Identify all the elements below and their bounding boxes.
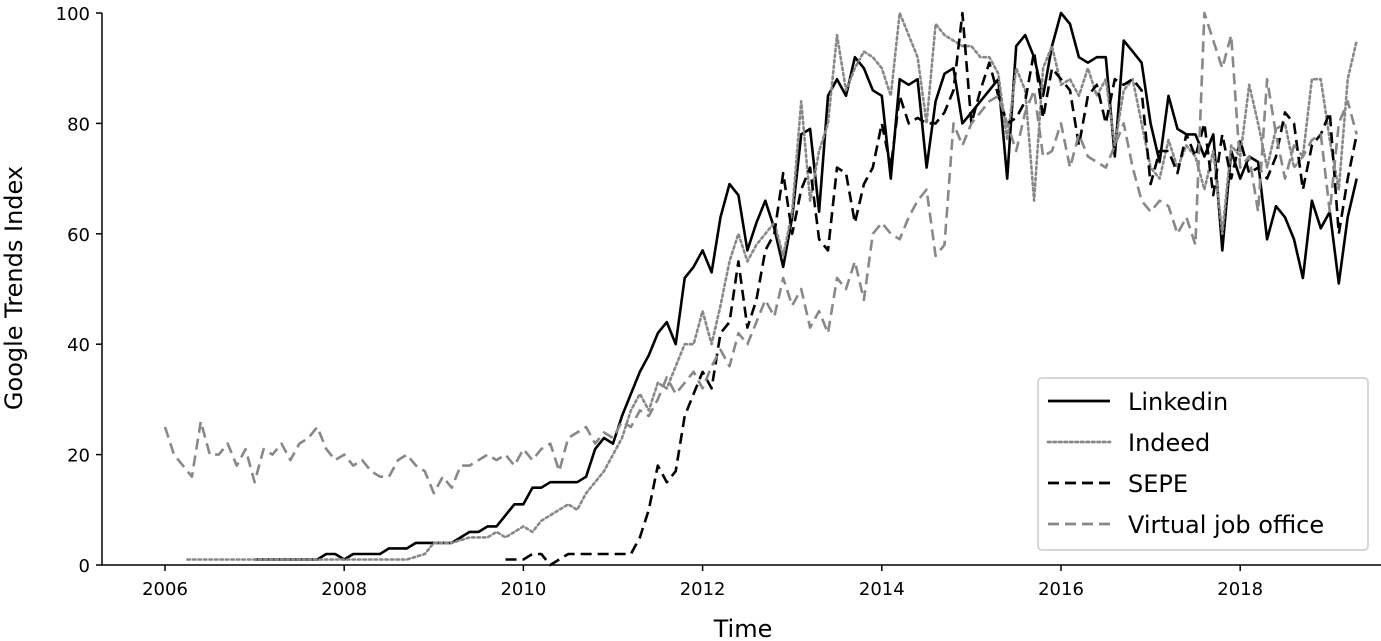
y-tick-label: 60	[67, 225, 90, 246]
x-tick-label: 2008	[321, 579, 367, 600]
x-tick-label: 2014	[859, 579, 905, 600]
x-axis-title: Time	[713, 615, 773, 641]
legend-label-virtual-job-office: Virtual job office	[1128, 511, 1324, 539]
x-tick-label: 2006	[142, 579, 188, 600]
series-line-linkedin	[254, 11, 1358, 561]
legend-frame	[1037, 377, 1369, 551]
x-tick-label: 2018	[1217, 579, 1263, 600]
axes-layer: 0 20 40 60 80 100 2006 2008 2010 2012 2014 2016 2018	[56, 4, 1381, 600]
series-layer	[163, 11, 1358, 567]
y-tick-label: 0	[79, 556, 90, 577]
y-axis-title: Google Trends Index	[0, 166, 28, 410]
legend-label-sepe: SEPE	[1128, 470, 1188, 498]
y-tick-label: 100	[56, 4, 90, 25]
series-line-indeed	[186, 11, 1358, 561]
x-tick-label: 2012	[680, 579, 726, 600]
y-tick-label: 20	[67, 446, 90, 467]
series-line-sepe	[505, 11, 1358, 567]
y-tick-label: 40	[67, 335, 90, 356]
series-line-virtual-job-office	[163, 11, 1358, 495]
legend: Linkedin Indeed SEPE Virtual job office	[1037, 377, 1369, 551]
y-tick-label: 80	[67, 114, 90, 135]
x-tick-label: 2010	[500, 579, 546, 600]
x-tick-label: 2016	[1038, 579, 1084, 600]
legend-label-linkedin: Linkedin	[1128, 388, 1228, 416]
legend-label-indeed: Indeed	[1128, 429, 1210, 457]
